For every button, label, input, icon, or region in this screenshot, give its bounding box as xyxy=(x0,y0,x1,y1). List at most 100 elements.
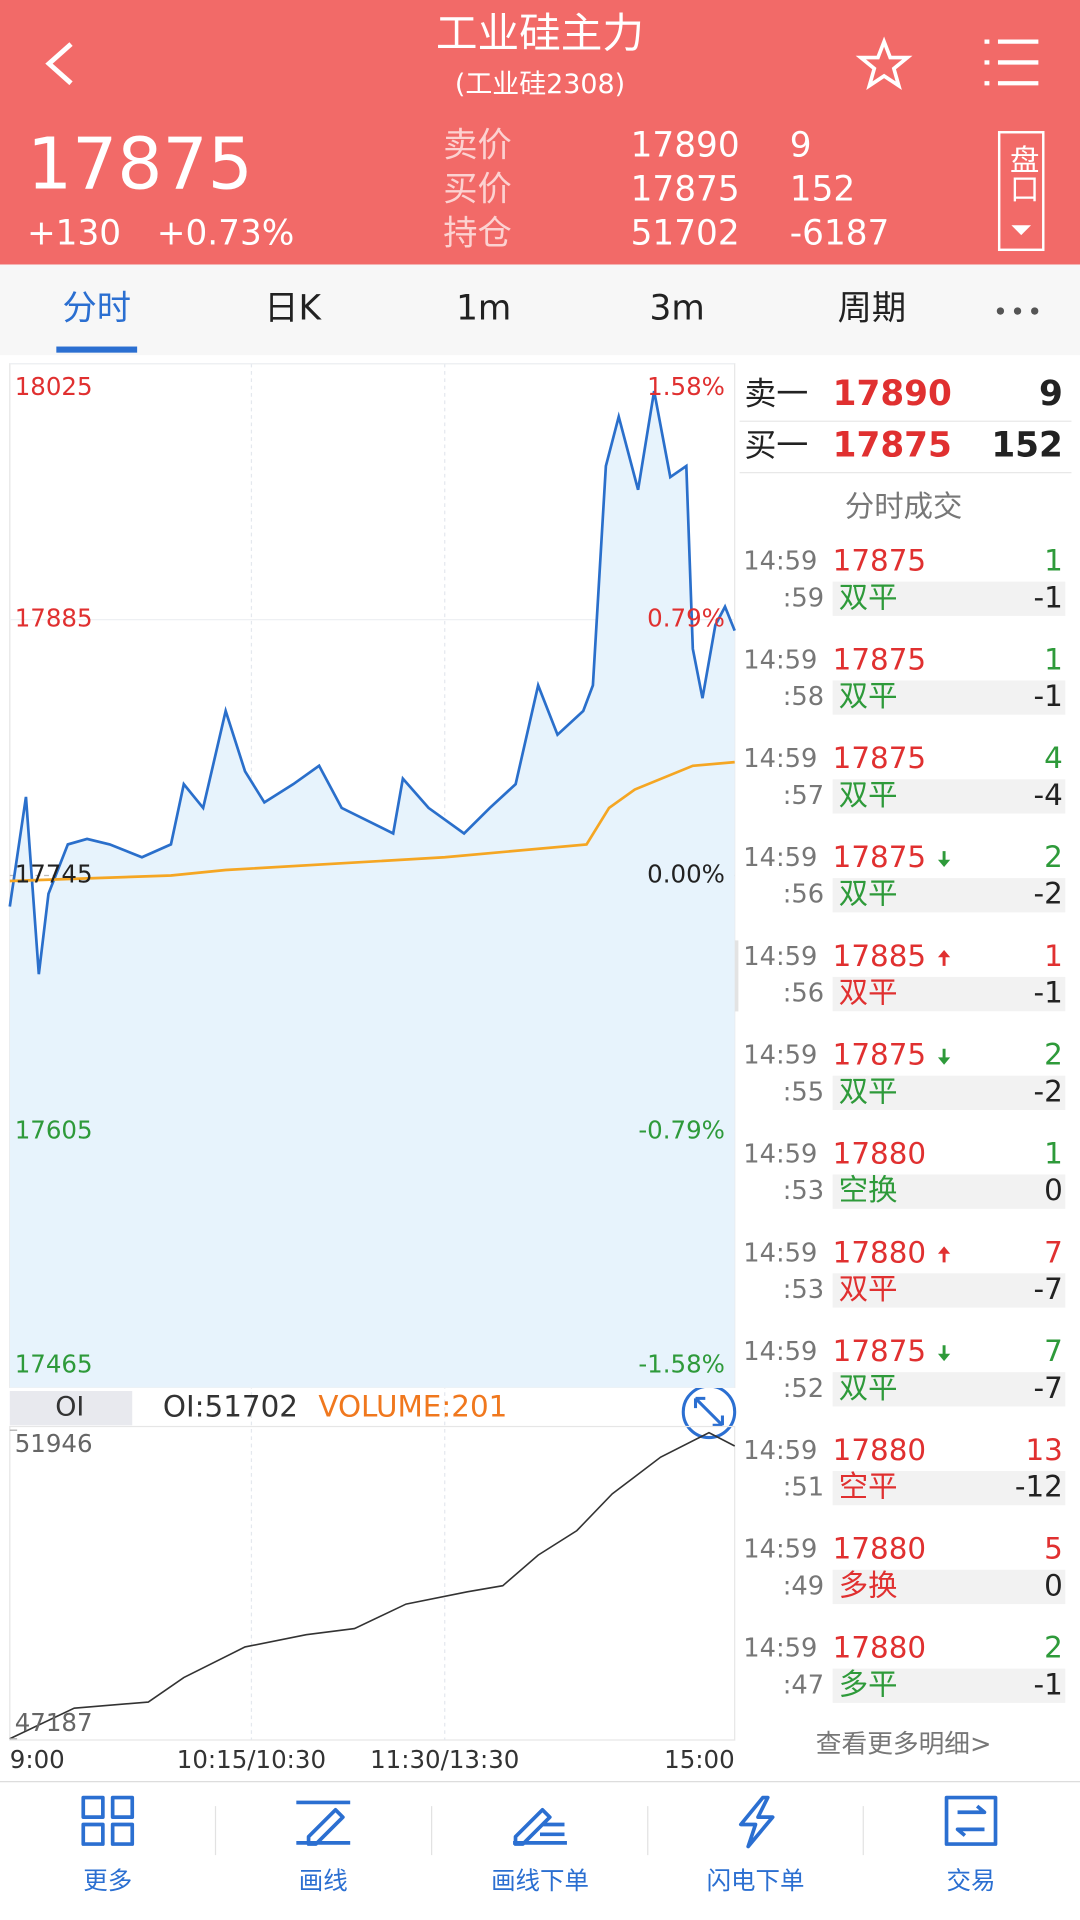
nav-label[interactable]: 闪电下单 xyxy=(707,1866,805,1895)
oi-value: OI:51702 xyxy=(163,1390,298,1424)
x-tick-label: 11:30/13:30 xyxy=(370,1745,519,1774)
trade-delta: -1 xyxy=(1034,976,1063,1010)
nav-label[interactable]: 更多 xyxy=(83,1866,132,1895)
trade-price: 17885 xyxy=(833,939,926,973)
trade-delta: 0 xyxy=(1044,1568,1063,1602)
trade-type: 双平 xyxy=(839,778,898,812)
trade-qty: 4 xyxy=(1044,741,1063,775)
back-button[interactable] xyxy=(45,42,73,86)
trade-type-bg xyxy=(832,1668,1066,1703)
trade-type: 双平 xyxy=(839,679,898,713)
trade-time: 14:59 xyxy=(743,1535,817,1565)
trade-delta: -2 xyxy=(1034,877,1063,911)
trade-qty: 7 xyxy=(1044,1235,1063,1269)
trade-type-bg xyxy=(832,779,1066,814)
nav-icon[interactable] xyxy=(296,1800,351,1846)
trade-type-bg xyxy=(832,976,1066,1012)
nav-label[interactable]: 画线下单 xyxy=(491,1866,589,1895)
trade-price: 17875 xyxy=(833,1038,926,1072)
oi-chart-frame xyxy=(9,1425,736,1741)
nav-icon[interactable] xyxy=(944,1795,998,1846)
trade-qty: 1 xyxy=(1044,642,1063,676)
trade-delta: -4 xyxy=(1034,778,1063,812)
trade-delta: -7 xyxy=(1034,1272,1063,1306)
side-button-label: 盘口 xyxy=(1006,144,1040,203)
pct-label: 1.58% xyxy=(647,372,725,401)
trade-sec: :52 xyxy=(783,1374,824,1404)
nav-icon[interactable] xyxy=(81,1795,135,1846)
nav-label[interactable]: 画线 xyxy=(299,1866,348,1895)
trade-sec: :55 xyxy=(783,1077,824,1107)
quote-qty: 152 xyxy=(790,170,855,210)
pct-label: 0.00% xyxy=(647,860,725,889)
trade-delta: -12 xyxy=(1015,1470,1063,1504)
nav-icon[interactable] xyxy=(513,1807,567,1846)
x-tick-label: 9:00 xyxy=(10,1745,65,1774)
quote-label: 买价 xyxy=(443,170,512,210)
title: 工业硅主力 xyxy=(436,9,644,58)
trade-arrow xyxy=(937,1048,951,1065)
tab[interactable]: 日K xyxy=(264,288,322,328)
tab[interactable]: 3m xyxy=(650,288,705,328)
more-link[interactable]: 查看更多明细> xyxy=(816,1729,992,1759)
trade-price: 17880 xyxy=(833,1532,926,1566)
trade-type-bg xyxy=(832,1470,1066,1506)
trade-time: 14:59 xyxy=(743,645,817,675)
favorite-button[interactable] xyxy=(855,36,913,91)
trade-price: 17880 xyxy=(833,1631,926,1665)
trade-time: 14:59 xyxy=(743,1139,817,1169)
trade-arrow xyxy=(937,1345,951,1362)
tab[interactable]: 周期 xyxy=(838,288,907,328)
trade-type: 双平 xyxy=(839,1371,898,1405)
price-line xyxy=(8,390,736,975)
tabs-bg xyxy=(0,264,1080,356)
trade-delta: -1 xyxy=(1034,679,1063,713)
quote-value: 51702 xyxy=(631,214,740,254)
trade-type: 双平 xyxy=(839,580,898,614)
trade-qty: 7 xyxy=(1044,1334,1063,1368)
trade-type-bg xyxy=(832,1273,1066,1308)
trade-qty: 1 xyxy=(1044,939,1063,973)
trade-type: 多平 xyxy=(839,1667,898,1701)
trade-type: 空换 xyxy=(839,1173,898,1207)
trade-time: 14:59 xyxy=(743,942,817,972)
x-tick-label: 15:00 xyxy=(664,1745,735,1774)
trade-arrow xyxy=(937,949,951,966)
oi-legend: OI xyxy=(55,1392,84,1423)
trade-arrow xyxy=(937,1246,951,1263)
trade-delta: -1 xyxy=(1034,580,1063,614)
trade-time: 14:59 xyxy=(743,1337,817,1367)
trade-type: 多换 xyxy=(839,1568,898,1602)
trade-time: 14:59 xyxy=(743,1436,817,1466)
trade-sec: :51 xyxy=(783,1473,824,1503)
y-tick-label: 17885 xyxy=(15,604,93,633)
subtitle: (工业硅2308) xyxy=(455,69,625,100)
volume-value: VOLUME:201 xyxy=(318,1390,507,1424)
menu-button[interactable] xyxy=(984,39,1039,86)
quote-qty: -6187 xyxy=(790,214,890,254)
tab[interactable]: 1m xyxy=(456,288,511,328)
trade-time: 14:59 xyxy=(743,547,817,577)
trade-qty: 13 xyxy=(1025,1433,1062,1467)
trade-sec: :49 xyxy=(783,1571,824,1601)
tab-underline xyxy=(56,346,138,353)
book-label: 买一 xyxy=(744,426,808,464)
tab[interactable]: 分时 xyxy=(62,288,131,328)
tabs-more[interactable] xyxy=(996,307,1039,315)
trade-time: 14:59 xyxy=(743,843,817,873)
trade-delta: -7 xyxy=(1034,1371,1063,1405)
trade-price: 17875 xyxy=(833,840,926,874)
side-button-caret xyxy=(1011,225,1032,236)
trade-arrow xyxy=(937,851,951,868)
oi-legend-bg xyxy=(9,1391,133,1426)
nav-label[interactable]: 交易 xyxy=(947,1866,996,1895)
nav-icon[interactable] xyxy=(738,1795,775,1849)
trade-sec: :53 xyxy=(783,1275,824,1305)
trade-sec: :47 xyxy=(783,1670,824,1700)
trade-delta: 0 xyxy=(1044,1173,1063,1207)
side-button[interactable] xyxy=(997,131,1045,252)
trade-type-bg xyxy=(832,1075,1066,1110)
trade-delta: -2 xyxy=(1034,1074,1063,1108)
trade-time: 14:59 xyxy=(743,1041,817,1071)
y-tick-label: 18025 xyxy=(15,372,93,401)
